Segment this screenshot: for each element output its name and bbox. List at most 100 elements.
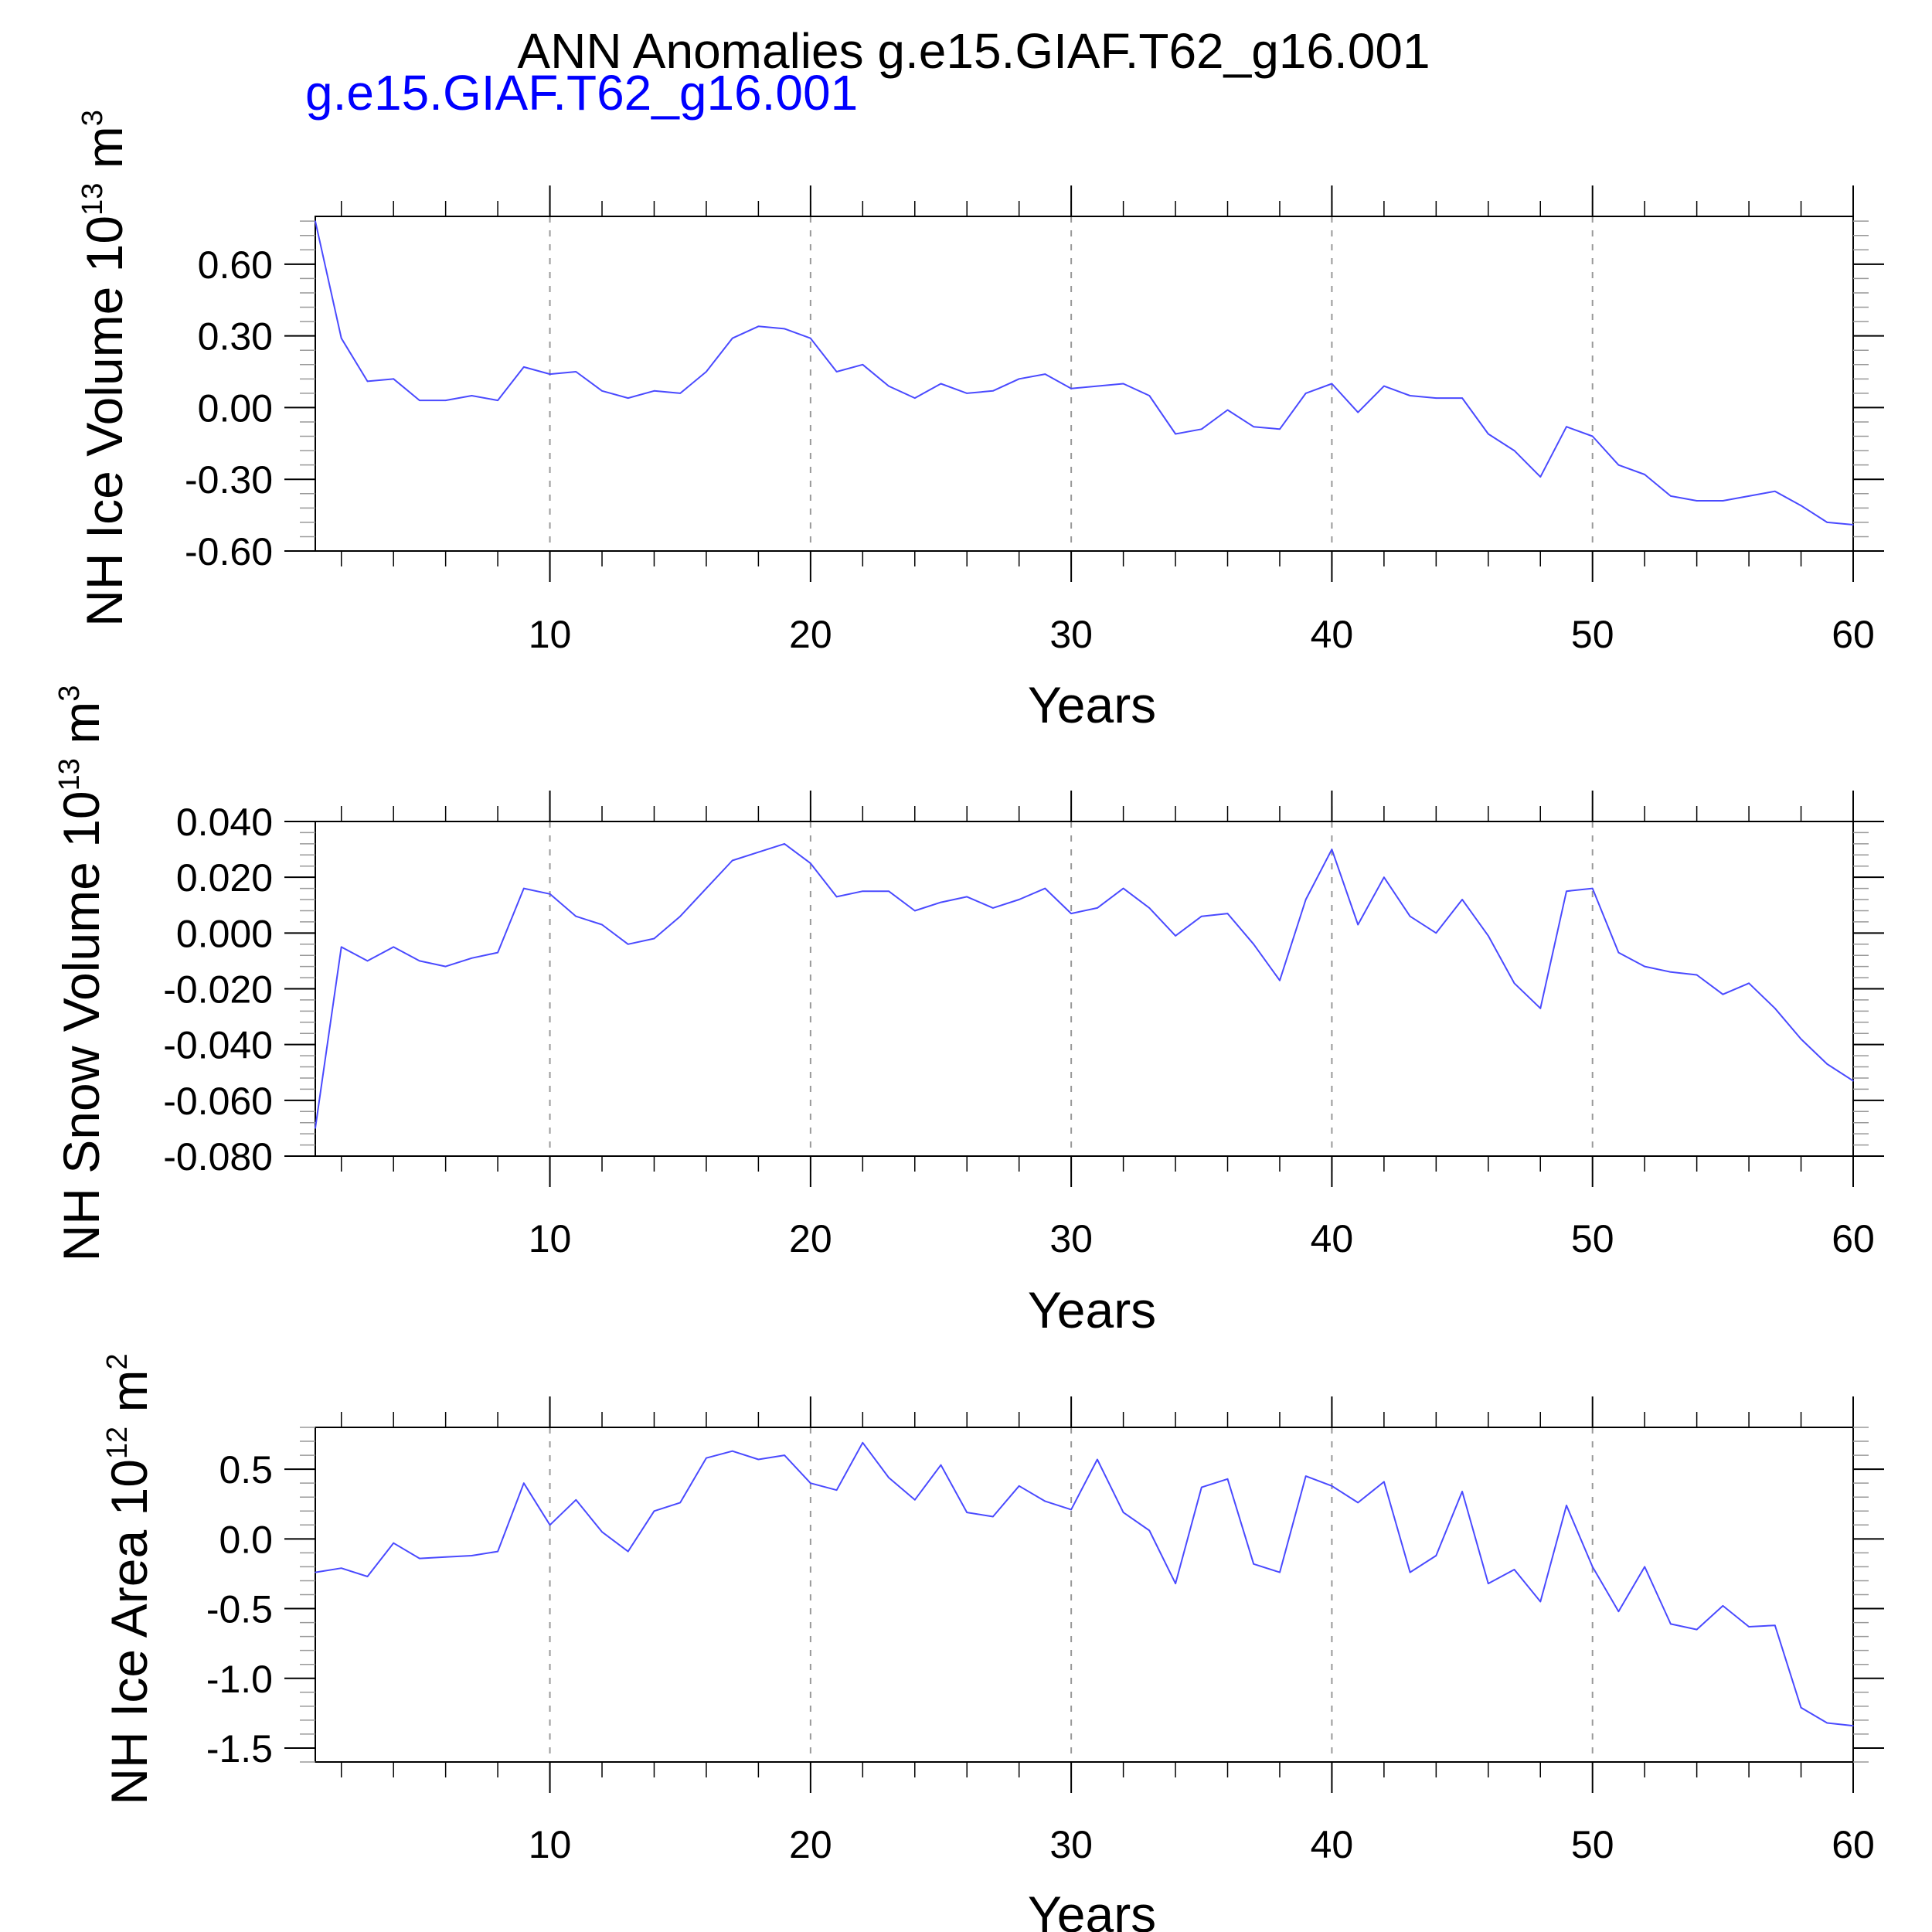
data-point (471, 957, 473, 959)
data-point (1226, 409, 1229, 411)
data-point (1018, 1485, 1020, 1487)
data-point (1175, 1583, 1176, 1584)
y-axis-title: NH Snow Volume 1013 m3 (53, 685, 110, 1262)
data-point (419, 960, 420, 962)
data-point (1435, 397, 1437, 399)
data-point (1644, 965, 1645, 968)
chart-panel-2: 10 20 30 40 50 60 -0.080 -0.060 -0.040 -0.020 0.00… (53, 685, 1884, 1338)
data-point (315, 220, 316, 223)
y-tick-label: -0.040 (163, 1024, 273, 1067)
y-tick-label: -0.60 (185, 530, 273, 573)
data-point (1826, 522, 1828, 523)
data-point (471, 395, 473, 396)
data-point (1331, 383, 1333, 385)
data-point (1852, 524, 1854, 526)
y-tick-label: -0.5 (206, 1588, 273, 1631)
data-point (1566, 1505, 1567, 1506)
data-point (366, 1576, 369, 1577)
data-point (1357, 923, 1359, 926)
data-point (1774, 1008, 1776, 1009)
y-tick-label: 0.5 (219, 1448, 273, 1492)
data-point (1304, 393, 1307, 394)
data-point (1539, 1600, 1542, 1603)
x-tick-label: 20 (789, 1217, 832, 1260)
data-point (1175, 433, 1176, 435)
data-point (549, 893, 551, 895)
data-point (1488, 433, 1489, 435)
data-point (340, 946, 342, 948)
data-point (1670, 1623, 1672, 1625)
x-tick-label: 50 (1571, 1823, 1614, 1866)
data-point (706, 1457, 707, 1459)
data-point (419, 400, 420, 401)
data-point (1748, 495, 1750, 497)
plot-frame (315, 1427, 1854, 1763)
y-tick-label: 0.000 (176, 912, 273, 955)
x-tick-label: 40 (1311, 613, 1354, 656)
data-point (393, 1542, 395, 1544)
data-point (1435, 1555, 1437, 1556)
data-point (1774, 1624, 1776, 1626)
data-point (914, 397, 916, 399)
y-axis-title: NH Ice Area 1012 m2 (100, 1353, 158, 1804)
y-tick-label: 0.020 (176, 856, 273, 900)
data-point (940, 901, 942, 903)
data-point (1513, 1569, 1515, 1570)
data-point (914, 910, 916, 912)
data-point (1070, 1509, 1072, 1511)
data-point (1279, 428, 1281, 430)
data-point (1070, 913, 1072, 914)
data-point (835, 1489, 838, 1491)
y-tick-label: 0.30 (198, 315, 273, 359)
data-point (1044, 373, 1046, 375)
data-point (1070, 387, 1072, 389)
data-point (940, 1464, 942, 1466)
data-point (731, 859, 733, 862)
data-point (1201, 428, 1202, 430)
figure-title: ANN Anomalies g.e15.GIAF.T62_g16.001 (517, 23, 1430, 79)
data-point (835, 371, 838, 372)
data-point (1304, 1475, 1307, 1477)
data-point (784, 328, 785, 330)
data-point (1539, 476, 1542, 478)
data-point (497, 400, 498, 401)
data-point (549, 373, 551, 375)
data-point (1800, 1038, 1802, 1040)
data-point (1226, 1478, 1229, 1480)
data-point (888, 385, 889, 387)
y-tick-label: -0.020 (163, 968, 273, 1012)
data-point (1696, 500, 1698, 502)
data-point (1253, 426, 1254, 427)
data-point (1304, 899, 1307, 900)
data-point (1670, 971, 1672, 973)
data-point (1774, 490, 1776, 492)
x-tick-label: 60 (1832, 613, 1875, 656)
data-point (1826, 1063, 1828, 1065)
data-point (1644, 474, 1645, 475)
data-point (914, 1499, 916, 1501)
data-point (1148, 395, 1151, 396)
data-point (810, 337, 811, 339)
data-point (1852, 1725, 1854, 1726)
x-axis-title: Years (1028, 1281, 1156, 1338)
data-point (601, 1531, 603, 1533)
data-point (1852, 1080, 1854, 1082)
data-point (1383, 385, 1385, 387)
data-point (1097, 385, 1098, 387)
series-line (315, 1441, 1854, 1727)
data-point (1461, 397, 1463, 399)
data-point (340, 337, 342, 339)
data-point (601, 923, 603, 926)
x-tick-label: 60 (1832, 1823, 1875, 1866)
data-point (444, 965, 447, 968)
data-point (366, 380, 369, 383)
data-point (1722, 993, 1724, 995)
x-tick-label: 40 (1311, 1217, 1354, 1260)
y-tick-label: 0.60 (198, 243, 273, 287)
data-point (1253, 944, 1254, 945)
data-point (862, 890, 864, 892)
data-point (1226, 913, 1229, 914)
data-point (757, 851, 760, 853)
data-point (393, 946, 395, 948)
chart-panel-3: 10 20 30 40 50 60 -1.5 -1.0 -0.5 0.0 0.5 Years NH Ic… (100, 1353, 1884, 1932)
